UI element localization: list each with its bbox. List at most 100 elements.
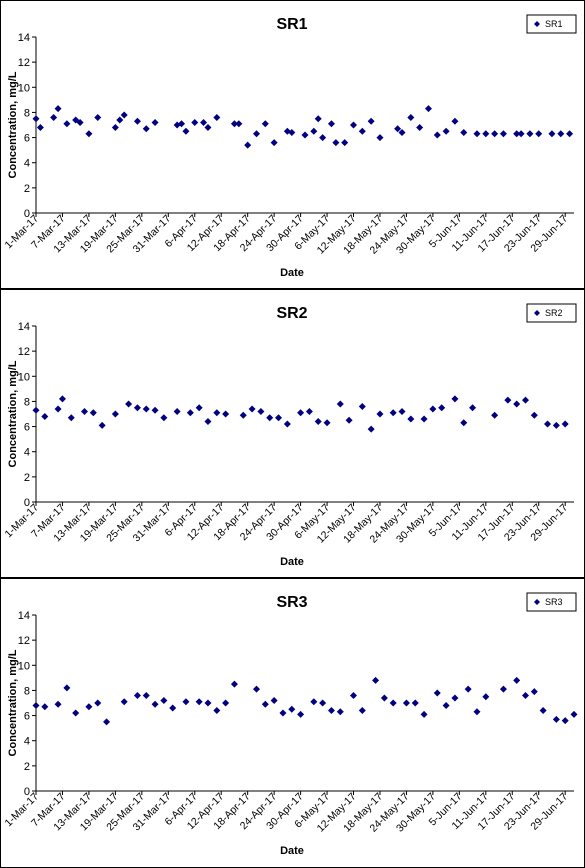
data-point [548,130,556,138]
data-point [482,693,490,701]
chart-svg-3: SR3024681012141-Mar-177-Mar-1713-Mar-171… [0,578,585,868]
data-point [499,130,507,138]
data-point [50,113,58,121]
x-axis-title: Date [280,845,304,857]
data-point [54,405,62,413]
data-point [169,704,177,712]
data-point [424,105,432,113]
data-point [283,420,291,428]
data-point [420,710,428,718]
data-point [561,717,569,725]
data-point [67,414,75,422]
y-axis-title: Concentration, mg/L [7,71,19,178]
data-point [111,410,119,418]
data-point [151,406,159,414]
data-point [491,411,499,419]
x-axis-title: Date [280,556,304,568]
data-point [288,705,296,713]
data-point [552,421,560,429]
data-point [314,115,322,123]
y-tick-label: 6 [24,711,30,723]
data-point [230,120,238,128]
legend-label: SR1 [545,19,563,29]
data-point [222,699,230,707]
data-point [266,414,274,422]
data-point [54,105,62,113]
data-point [133,404,141,412]
data-point [32,702,40,710]
data-point [398,129,406,137]
data-point [111,124,119,132]
legend-label: SR2 [545,308,563,318]
data-point [535,130,543,138]
data-point [239,411,247,419]
data-point [420,415,428,423]
y-tick-label: 2 [24,472,30,484]
chart-frame [0,289,585,578]
y-tick-label: 0 [24,786,30,798]
data-point [336,400,344,408]
data-point [54,700,62,708]
data-point [552,715,560,723]
data-point [570,710,578,718]
data-point [389,699,397,707]
chart-svg-1: SR1024681012141-Mar-177-Mar-1713-Mar-171… [0,0,585,289]
data-point [521,396,529,404]
y-tick-label: 10 [18,660,30,672]
data-point [63,684,71,692]
data-point [195,404,203,412]
data-point [120,111,128,119]
data-point [473,130,481,138]
data-point [319,134,327,142]
data-point [517,130,525,138]
chart-panel-3: SR3 0 2 4 6 8 10 12 14 1-Mar-17 7-Mar-17 13-Mar-17 1… [0,578,585,868]
data-point [310,127,318,135]
legend-marker [534,310,540,316]
data-point [125,400,133,408]
y-tick-label: 10 [18,82,30,94]
data-point [133,117,141,125]
data-point [182,698,190,706]
chart-title: SR2 [276,305,307,322]
legend-box [526,592,577,612]
y-tick-label: 2 [24,183,30,195]
data-point [451,395,459,403]
data-point [402,699,410,707]
data-point [530,411,538,419]
y-tick-label: 14 [18,321,30,333]
data-point [416,124,424,132]
data-point [513,676,521,684]
y-tick-label: 14 [18,32,30,44]
data-point [120,698,128,706]
data-point [200,118,208,126]
data-point [336,708,344,716]
data-point [345,416,353,424]
chart-frame [0,0,585,289]
data-point [319,699,327,707]
data-point [279,709,287,717]
data-point [261,120,269,128]
chart-title: SR1 [276,16,307,33]
data-point [350,691,358,699]
data-point [350,121,358,129]
data-point [94,699,102,707]
data-point [142,405,150,413]
data-point [32,115,40,123]
data-point [561,420,569,428]
data-point [85,703,93,711]
data-point [178,120,186,128]
data-point [204,124,212,132]
data-point [521,691,529,699]
data-point [89,409,97,417]
data-point [160,414,168,422]
y-axis-title: Concentration, mg/L [7,360,19,467]
data-point [394,125,402,133]
y-tick-label: 4 [24,736,30,748]
legend-marker [534,599,540,605]
data-point [288,129,296,137]
data-point [142,125,150,133]
data-point [327,120,335,128]
data-point [116,116,124,124]
data-point [142,691,150,699]
data-point [358,707,366,715]
